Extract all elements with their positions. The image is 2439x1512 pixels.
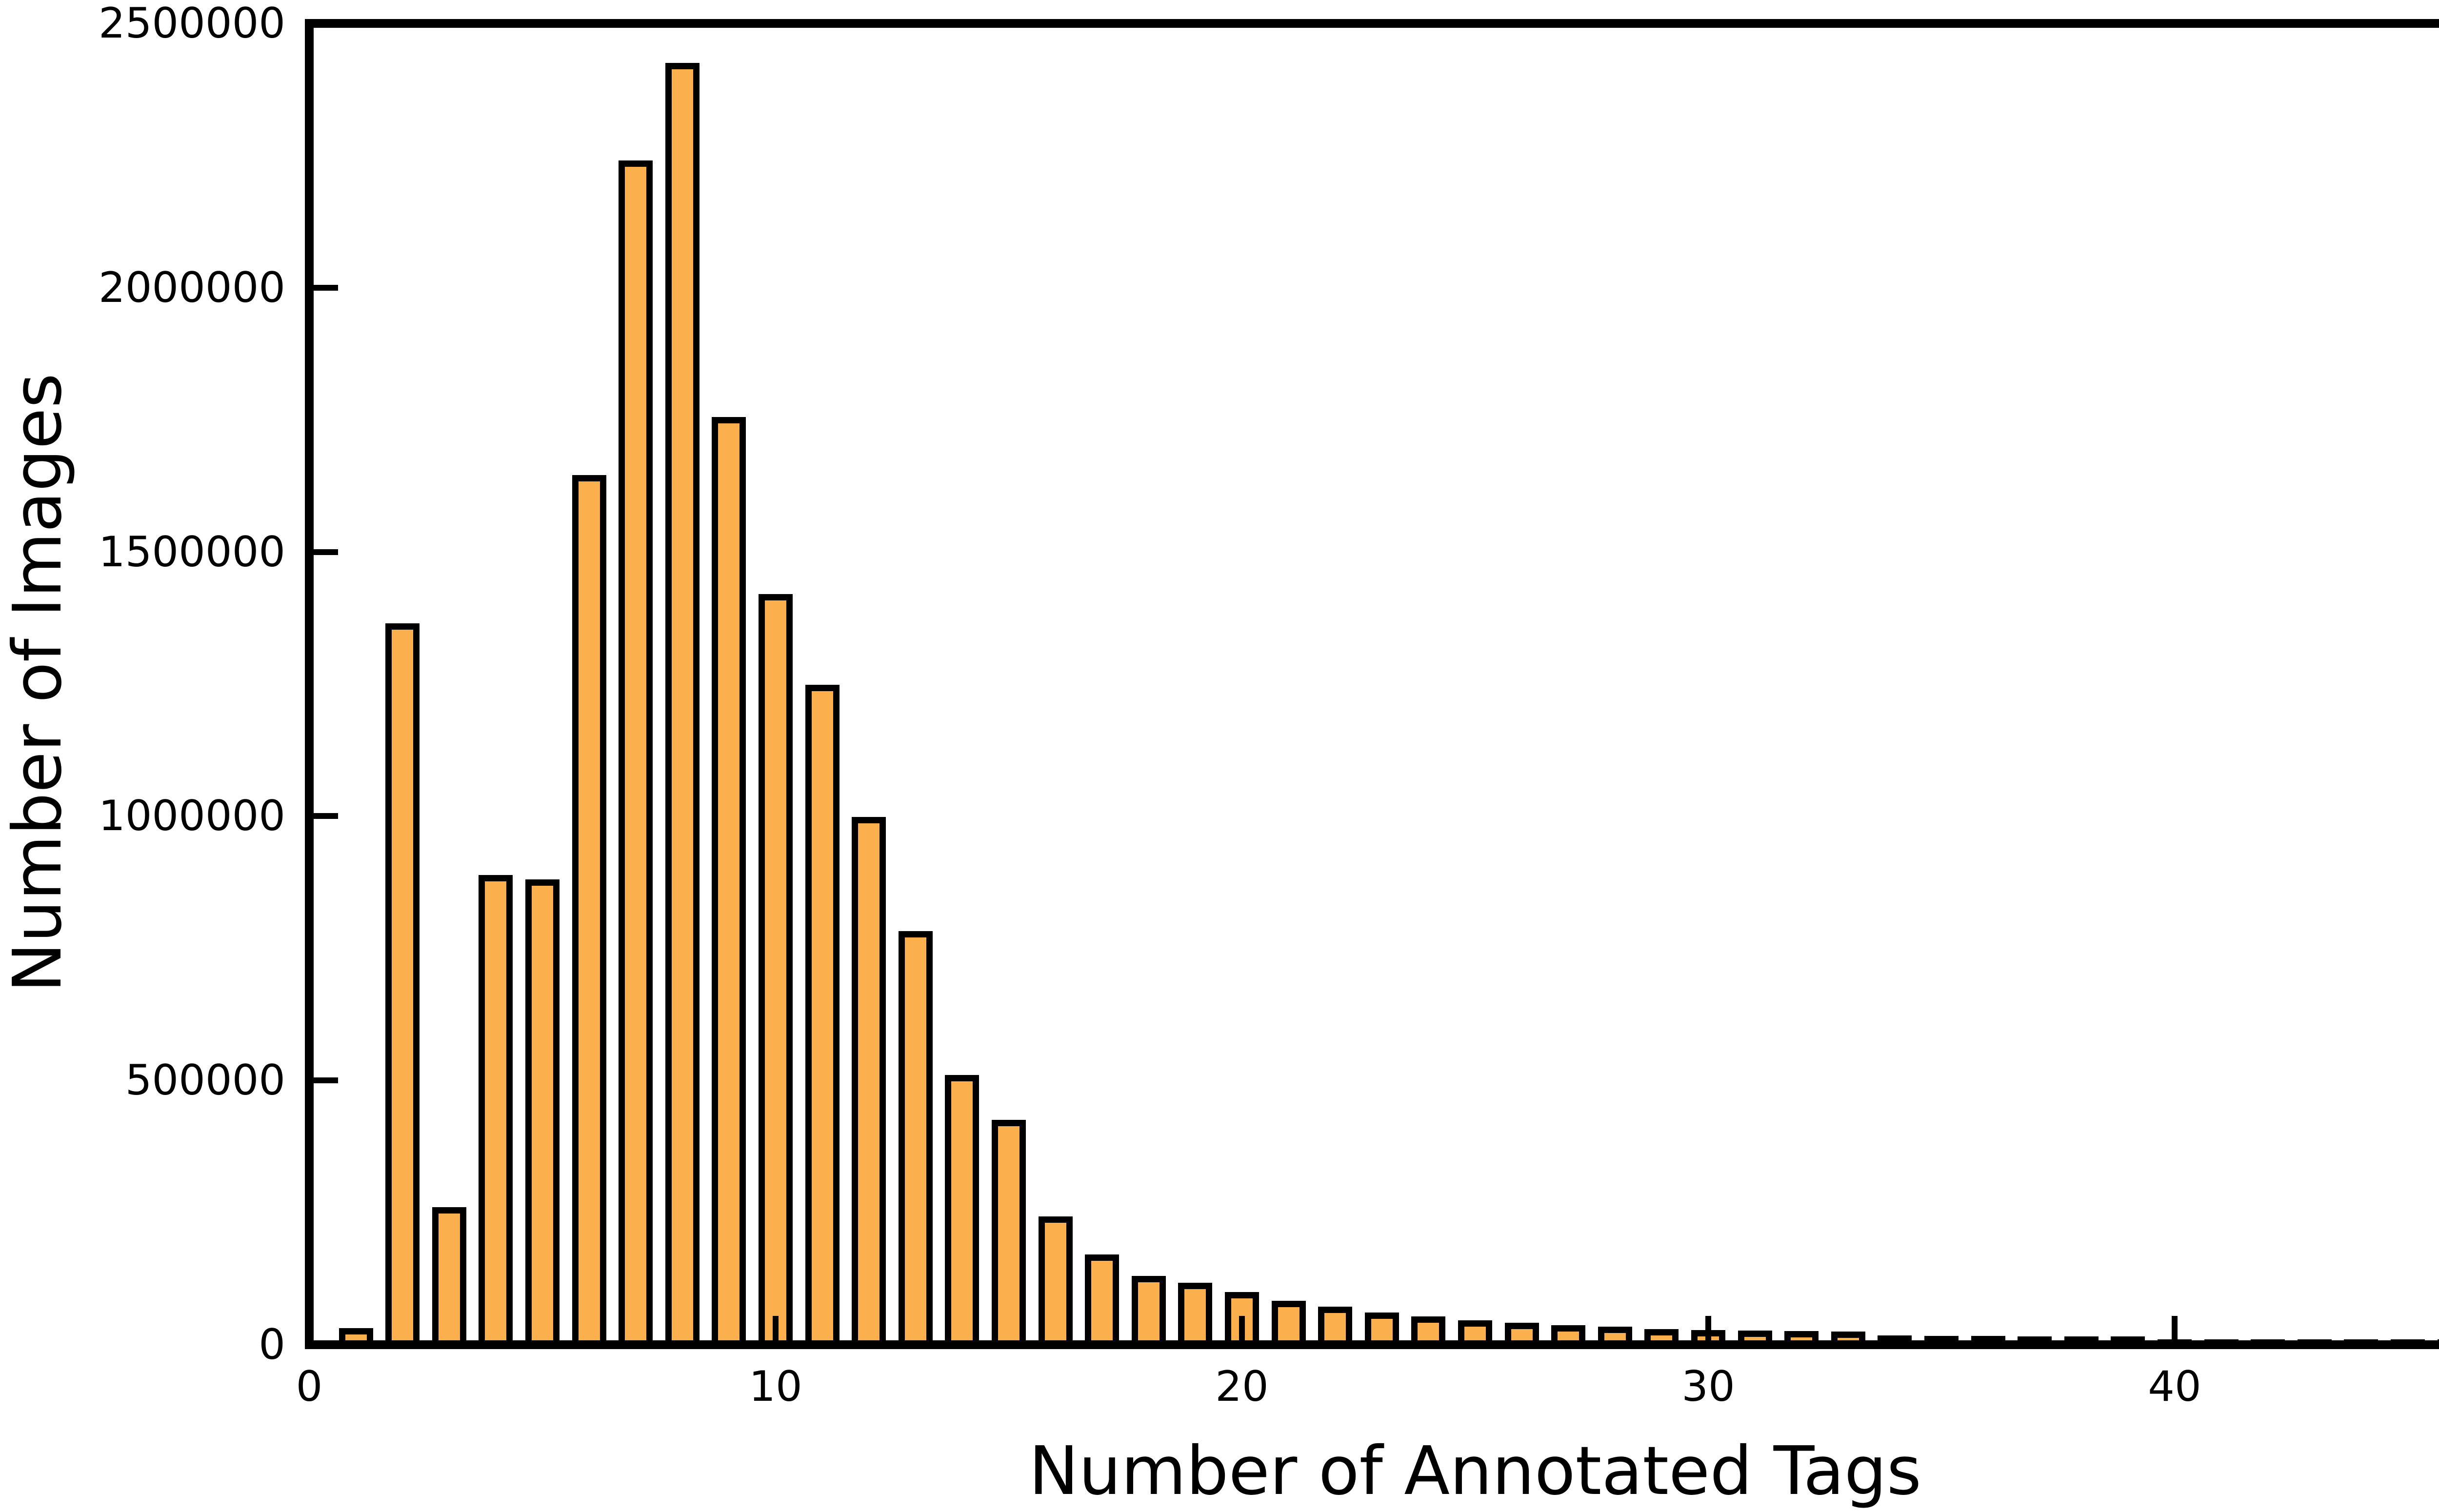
y-axis-tick [314, 813, 338, 819]
bar [945, 1075, 979, 1340]
bar [899, 931, 933, 1340]
bar [1644, 1329, 1679, 1340]
x-axis-tick [1705, 1316, 1711, 1340]
bar [1178, 1283, 1212, 1340]
y-tick-label: 1500000 [98, 528, 285, 577]
bar [759, 594, 793, 1340]
bar [852, 817, 886, 1340]
bar [1505, 1323, 1539, 1340]
x-axis-tick [2172, 1316, 2178, 1340]
bar [1971, 1336, 2005, 1340]
bar [2251, 1339, 2285, 1340]
bar [1551, 1325, 1585, 1340]
plot-inner [314, 20, 2439, 1340]
bar [1458, 1320, 1492, 1340]
x-tick-label: 10 [749, 1362, 802, 1411]
y-tick-label: 2500000 [98, 0, 285, 48]
x-axis-title: Number of Annotated Tags [1028, 1432, 1922, 1510]
plot-area [305, 19, 2439, 1349]
bar [385, 623, 420, 1340]
x-tick-label: 30 [1681, 1362, 1735, 1411]
y-tick-label: 0 [259, 1320, 285, 1369]
bar [1924, 1336, 1959, 1340]
bar [805, 685, 840, 1340]
bar [712, 417, 746, 1340]
bar [2391, 1339, 2425, 1340]
y-axis-tick [314, 20, 338, 26]
y-axis-title: Number of Images [0, 373, 77, 993]
bar [1318, 1307, 1352, 1340]
bar [1039, 1216, 1073, 1340]
bar [2111, 1336, 2145, 1340]
bar [1878, 1335, 1912, 1340]
bar [2204, 1339, 2239, 1340]
bar [572, 475, 606, 1340]
x-axis-tick [1239, 1316, 1245, 1340]
y-axis-tick [314, 285, 338, 291]
bar [432, 1207, 466, 1340]
x-axis-tick [773, 1316, 779, 1340]
x-tick-label: 20 [1215, 1362, 1269, 1411]
bar [1132, 1276, 1166, 1340]
x-tick-label: 0 [296, 1362, 323, 1411]
bar [479, 875, 513, 1340]
bar [1411, 1316, 1445, 1340]
bar [619, 160, 653, 1340]
x-tick-label: 40 [2148, 1362, 2201, 1411]
y-axis-tick [314, 549, 338, 555]
bar [2438, 1339, 2439, 1340]
bar [1272, 1301, 1306, 1340]
bar [339, 1328, 373, 1340]
bar [1598, 1327, 1632, 1340]
bar [2344, 1339, 2378, 1340]
bar [992, 1120, 1026, 1340]
bar [1738, 1331, 1772, 1340]
bar [1365, 1313, 1399, 1340]
bar [525, 879, 560, 1340]
y-tick-label: 500000 [125, 1056, 285, 1105]
y-axis-tick [314, 1077, 338, 1083]
bar [2018, 1336, 2052, 1340]
y-tick-label: 2000000 [98, 263, 285, 312]
y-tick-label: 1000000 [98, 792, 285, 840]
bar [1085, 1254, 1119, 1340]
bar [665, 63, 700, 1340]
bar [1831, 1332, 1865, 1340]
bar [2298, 1339, 2332, 1340]
bar [1784, 1331, 1819, 1340]
bar [2064, 1336, 2099, 1340]
